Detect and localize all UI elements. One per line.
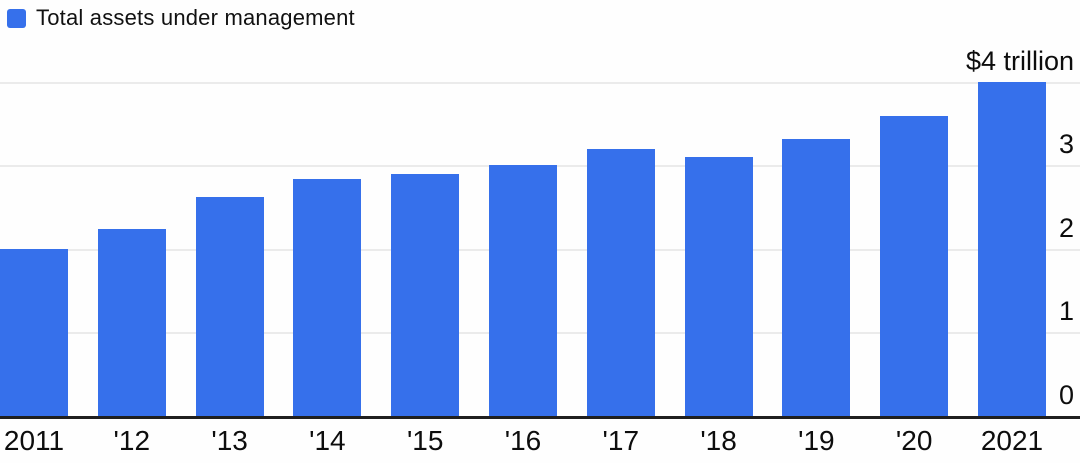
bar-14: [293, 179, 362, 417]
bar-20: [880, 116, 949, 417]
bar-13: [195, 197, 264, 417]
x-tick-label: '16: [504, 425, 542, 456]
x-tick-label: 2021: [980, 425, 1044, 456]
x-tick-label: '19: [798, 425, 835, 456]
x-tick-label: '14: [309, 425, 346, 456]
y-tick-label: 1: [1058, 296, 1074, 327]
x-tick-label: '12: [113, 425, 151, 456]
bar-17: [586, 149, 655, 417]
y-tick-label: $4 trillion: [965, 45, 1074, 76]
x-tick-label: '20: [895, 425, 933, 456]
y-tick-label: 2: [1058, 212, 1074, 243]
bar-12: [97, 229, 166, 417]
x-tick-label: '17: [602, 425, 640, 456]
bars: [0, 82, 1046, 417]
x-tick-label: '13: [211, 425, 248, 456]
y-tick-label: 3: [1058, 129, 1074, 160]
x-tick-label: 2011: [3, 425, 65, 456]
legend-swatch-icon: [7, 8, 26, 28]
bar-18: [684, 157, 753, 417]
bar-2011: [0, 249, 68, 417]
bar-15: [391, 174, 460, 417]
bar-2021: [977, 82, 1046, 417]
bar-16: [488, 165, 557, 417]
bar-19: [782, 139, 851, 417]
x-tick-label: '15: [406, 425, 444, 456]
x-tick-label: '18: [700, 425, 737, 456]
y-tick-label: 0: [1058, 380, 1074, 410]
x-axis-labels: 2011 '12 '13 '14 '15 '16 '17 '18 '19 '20 2021: [0, 427, 1046, 455]
legend: Total assets under management: [7, 5, 355, 30]
legend-label: Total assets under management: [36, 5, 355, 30]
x-axis-baseline: [0, 416, 1080, 419]
gridline: [0, 81, 1080, 84]
